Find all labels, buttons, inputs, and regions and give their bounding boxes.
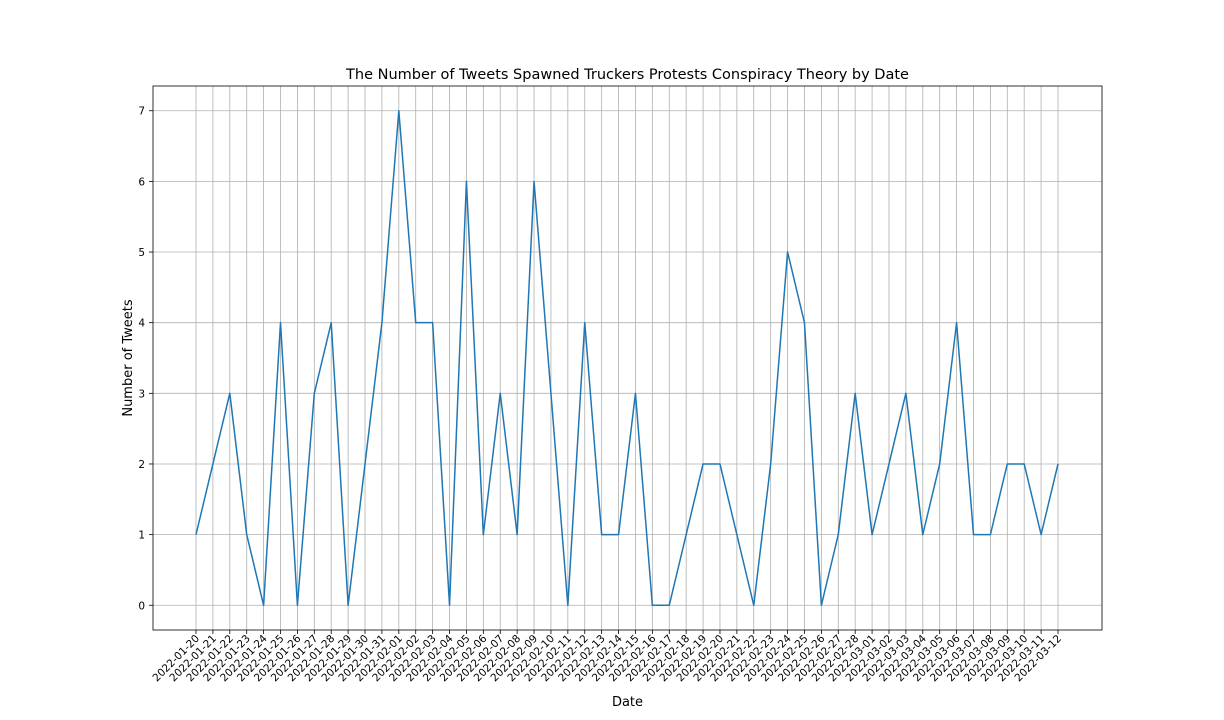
data-point [938, 462, 941, 465]
y-tick-label: 3 [138, 388, 145, 400]
y-tick-label: 2 [138, 459, 145, 471]
data-point [499, 392, 502, 395]
data-point [1006, 462, 1009, 465]
data-point [516, 533, 519, 536]
data-point [1023, 462, 1026, 465]
chart-title: The Number of Tweets Spawned Truckers Pr… [345, 67, 909, 83]
data-point [837, 533, 840, 536]
data-point [279, 321, 282, 324]
data-point [195, 533, 198, 536]
data-point [871, 533, 874, 536]
data-point [803, 321, 806, 324]
data-point [211, 462, 214, 465]
data-point [718, 462, 721, 465]
data-point [397, 109, 400, 112]
grid-lines [153, 86, 1102, 630]
data-point [465, 180, 468, 183]
data-point [786, 251, 789, 254]
y-tick-label: 5 [138, 247, 145, 259]
x-axis-label: Date [612, 695, 643, 710]
data-point [380, 321, 383, 324]
data-point [228, 392, 231, 395]
data-point [313, 392, 316, 395]
data-point [702, 462, 705, 465]
data-point [1057, 462, 1060, 465]
data-point [296, 604, 299, 607]
data-point [955, 321, 958, 324]
data-point [752, 604, 755, 607]
data-point [921, 533, 924, 536]
data-series-layer [195, 109, 1060, 607]
data-point [364, 462, 367, 465]
y-tick-label: 1 [138, 530, 145, 542]
y-tick-label: 4 [138, 318, 145, 330]
data-point [482, 533, 485, 536]
data-point [414, 321, 417, 324]
data-point [431, 321, 434, 324]
data-point [549, 392, 552, 395]
data-point [769, 462, 772, 465]
data-point [330, 321, 333, 324]
data-point [634, 392, 637, 395]
data-point [854, 392, 857, 395]
data-point [735, 533, 738, 536]
data-point [651, 604, 654, 607]
data-point [972, 533, 975, 536]
data-point [904, 392, 907, 395]
data-point [262, 604, 265, 607]
plot-frame [152, 85, 1103, 631]
data-point [820, 604, 823, 607]
data-point [1040, 533, 1043, 536]
axis-ticks: 2022-01-202022-01-212022-01-222022-01-23… [138, 106, 1064, 685]
data-point [245, 533, 248, 536]
data-point [989, 533, 992, 536]
tweets-series-line [195, 109, 1059, 607]
data-point [600, 533, 603, 536]
data-point [685, 533, 688, 536]
data-point [448, 604, 451, 607]
y-tick-label: 0 [138, 600, 145, 612]
y-axis-label: Number of Tweets [121, 299, 136, 417]
y-tick-label: 7 [138, 106, 145, 118]
data-point [617, 533, 620, 536]
y-tick-label: 6 [138, 176, 145, 188]
data-point [887, 462, 890, 465]
data-point [566, 604, 569, 607]
data-point [533, 180, 536, 183]
data-point [668, 604, 671, 607]
data-point [583, 321, 586, 324]
data-point [347, 604, 350, 607]
